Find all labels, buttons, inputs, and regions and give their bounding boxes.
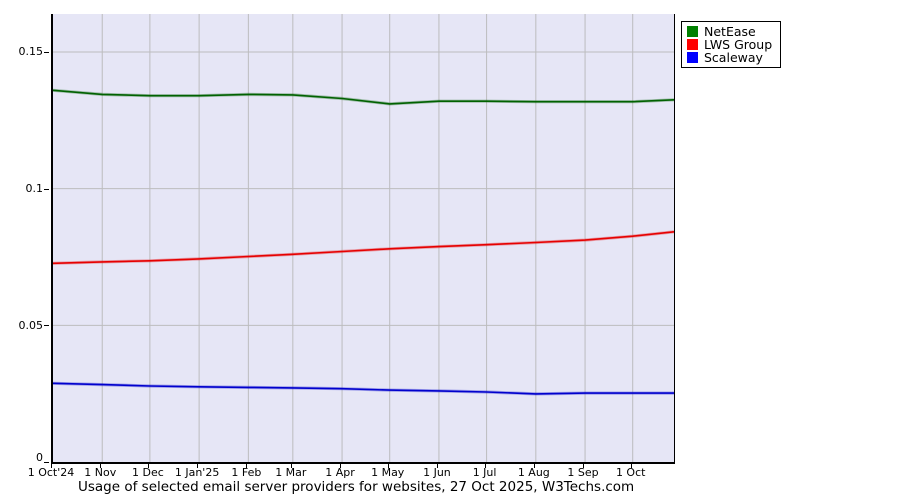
legend-swatch-scaleway xyxy=(687,52,698,63)
plot-svg xyxy=(53,14,674,462)
x-tick-label: 1 Jan'25 xyxy=(174,466,220,479)
x-tick-label: 1 Jul xyxy=(472,466,497,479)
x-tick-label: 1 Jun xyxy=(423,466,451,479)
plot-area xyxy=(51,14,675,464)
legend-item-netease: NetEase xyxy=(687,25,772,38)
y-tick-label: 0 xyxy=(36,451,43,464)
x-tick-mark xyxy=(583,464,585,468)
x-tick-mark xyxy=(100,464,102,468)
x-tick-mark xyxy=(147,464,149,468)
legend-item-scaleway: Scaleway xyxy=(687,51,772,64)
x-tick-label: 1 Nov xyxy=(84,466,117,479)
x-tick-label: 1 Mar xyxy=(275,466,307,479)
x-tick-label: 1 Dec xyxy=(131,466,164,479)
legend-item-lws-group: LWS Group xyxy=(687,38,772,51)
legend-swatch-lws-group xyxy=(687,39,698,50)
x-tick-mark xyxy=(484,464,486,468)
x-tick-label: 1 Oct'24 xyxy=(27,466,75,479)
x-tick-mark xyxy=(197,464,199,468)
x-tick-label: 1 May xyxy=(371,466,405,479)
y-tick-mark xyxy=(44,462,49,463)
legend: NetEase LWS Group Scaleway xyxy=(681,21,782,68)
y-tick-label: 0.05 xyxy=(18,318,44,332)
y-tick-mark xyxy=(44,325,49,327)
chart-caption: Usage of selected email server providers… xyxy=(78,479,635,495)
series-halo-lws-group xyxy=(53,230,674,265)
x-tick-label: 1 Sep xyxy=(567,466,599,479)
legend-label-lws-group: LWS Group xyxy=(704,37,773,52)
legend-label-netease: NetEase xyxy=(704,24,756,39)
x-tick-label: 1 Feb xyxy=(231,466,262,479)
x-tick-label: 1 Oct xyxy=(615,466,646,479)
x-tick-label: 1 Aug xyxy=(517,466,550,479)
x-tick-mark xyxy=(436,464,438,468)
x-tick-mark xyxy=(340,464,342,468)
x-tick-mark xyxy=(51,464,52,468)
x-tick-mark xyxy=(387,464,389,468)
x-tick-mark xyxy=(533,464,535,468)
y-tick-mark xyxy=(44,188,49,190)
series-line-lws-group xyxy=(53,231,674,265)
x-tick-mark xyxy=(246,464,248,468)
x-tick-mark xyxy=(630,464,632,468)
legend-swatch-netease xyxy=(687,26,698,37)
x-tick-mark xyxy=(290,464,292,468)
series-line-scaleway xyxy=(53,382,674,395)
x-tick-label: 1 Apr xyxy=(325,466,355,479)
y-tick-label: 0.1 xyxy=(25,182,44,196)
series-line-netease xyxy=(53,89,674,105)
y-tick-mark xyxy=(44,51,49,53)
legend-label-scaleway: Scaleway xyxy=(704,50,763,65)
y-tick-label: 0.15 xyxy=(18,45,44,59)
